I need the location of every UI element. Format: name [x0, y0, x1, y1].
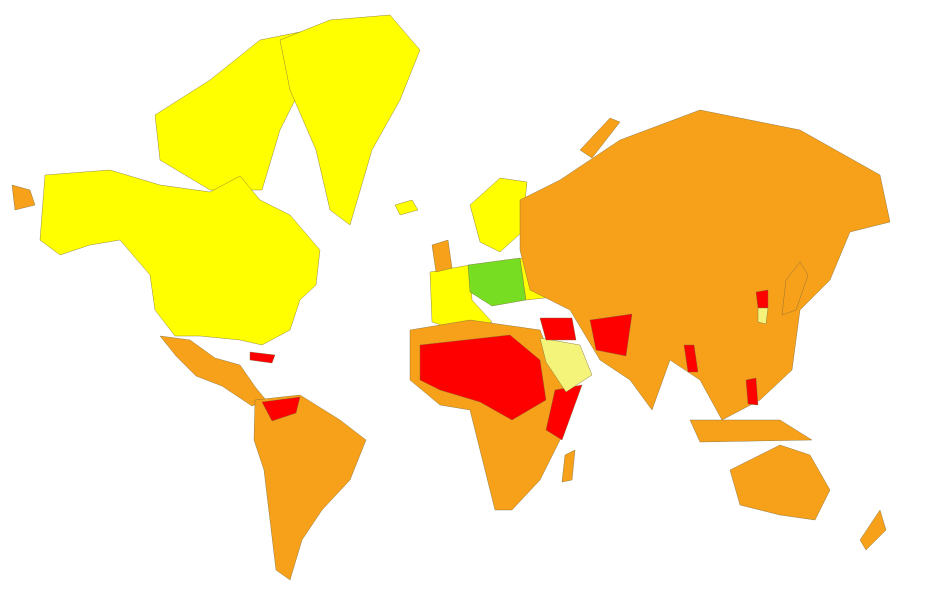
oceania — [729, 444, 887, 551]
middle-east — [539, 317, 577, 341]
australia — [729, 444, 831, 521]
iceland — [394, 199, 419, 216]
british-isles — [431, 239, 453, 273]
philippines — [745, 377, 759, 406]
central-europe — [467, 257, 527, 307]
north-america — [11, 14, 421, 407]
arabia — [539, 337, 593, 393]
asia — [519, 109, 891, 443]
south-america-land — [253, 394, 367, 581]
mexico-central-america — [159, 335, 267, 407]
madagascar — [561, 449, 576, 483]
greenland — [279, 14, 421, 226]
colombia-venezuela — [261, 396, 301, 422]
afghanistan-pakistan — [589, 313, 633, 357]
caribbean — [249, 351, 276, 364]
new-zealand — [859, 509, 887, 551]
canada-usa — [39, 169, 321, 346]
europe — [394, 177, 546, 333]
south-america — [253, 394, 367, 581]
scandinavia — [469, 177, 528, 253]
south-korea — [757, 307, 769, 325]
japan — [781, 261, 809, 316]
africa — [409, 319, 583, 511]
north-korea — [755, 289, 769, 309]
sahel — [419, 334, 547, 421]
indonesia — [689, 419, 813, 443]
novaya-zemlya — [579, 117, 621, 159]
myanmar — [683, 344, 699, 373]
alaska-tip — [11, 184, 36, 211]
